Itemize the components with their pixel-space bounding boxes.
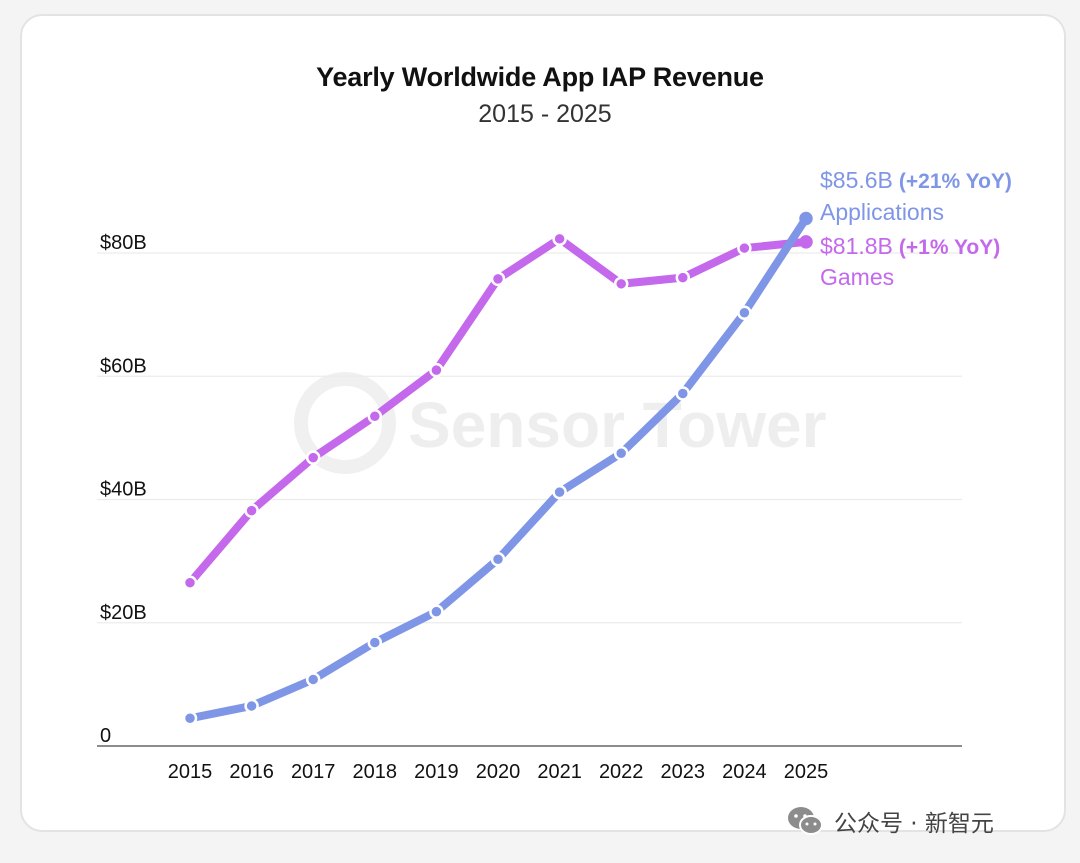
data-point-games [182, 575, 198, 590]
data-point-games [490, 271, 506, 287]
annotation-value-applications: $85.6B [820, 167, 893, 193]
data-point-applications [675, 386, 691, 401]
data-point-applications [429, 604, 444, 619]
x-tick-label: 2025 [784, 761, 829, 783]
grid [97, 252, 962, 624]
data-point-games [244, 503, 259, 518]
x-tick-label: 2021 [537, 761, 582, 783]
data-point-games [613, 276, 629, 292]
annotation-yoy-applications: (+21% YoY) [899, 170, 1012, 193]
data-point-games [367, 409, 383, 424]
annotation-yoy-games: (+1% YoY) [899, 236, 1000, 259]
annotation-value-games: $81.8B [820, 233, 893, 259]
y-tick-label: $20B [100, 602, 147, 624]
data-point-applications [613, 446, 629, 461]
data-point-games [429, 362, 444, 378]
data-point-applications [367, 635, 383, 650]
data-point-applications [737, 305, 752, 321]
x-tick-label: 2024 [722, 761, 767, 783]
data-point-applications [305, 672, 321, 687]
data-point-applications [244, 698, 259, 714]
data-point-games [675, 270, 691, 285]
y-tick-label: $60B [100, 355, 147, 377]
y-tick-label: $40B [100, 479, 147, 501]
series [182, 211, 813, 726]
y-tick-label: 0 [100, 725, 111, 747]
wechat-icon [788, 807, 823, 835]
footer-text: 公众号 · 新智元 [834, 811, 994, 837]
x-tick-label: 2022 [599, 761, 644, 783]
x-tick-label: 2015 [168, 761, 213, 783]
annotation-name-applications: Applications [820, 199, 944, 225]
x-tick-label: 2017 [291, 761, 336, 783]
watermark: Sensor Tower [294, 372, 826, 474]
annotations: $81.8B (+1% YoY)Games $85.6B (+21% YoY) Appl… [820, 167, 1012, 290]
annotation-games: $81.8B (+1% YoY) [820, 233, 1000, 259]
annotation-name-games: Games [820, 264, 894, 290]
data-point-applications [552, 484, 567, 500]
data-point-applications [799, 211, 813, 226]
x-tick-label: 2020 [476, 761, 521, 783]
data-point-applications [490, 552, 506, 567]
data-point-games [305, 450, 321, 465]
data-point-games [552, 231, 567, 247]
series-line-applications [186, 214, 810, 723]
chart-subtitle: 2015 - 2025 [478, 100, 612, 128]
axes: 0 $20B $40B $60B $80B 2015 2016 2017 2018 2019 202… [97, 232, 962, 783]
y-tick-label: $80B [100, 232, 147, 254]
footer-attribution: 公众号 · 新智元 [786, 801, 994, 841]
x-tick-label: 2019 [414, 761, 459, 783]
x-tick-label: 2023 [661, 761, 706, 783]
chart-title: Yearly Worldwide App IAP Revenue [316, 62, 764, 92]
annotation-applications: $85.6B (+21% YoY) [820, 167, 1012, 193]
x-tick-label: 2018 [353, 761, 398, 783]
data-point-games [799, 235, 813, 249]
watermark-logo-icon [294, 372, 396, 474]
chart-card [20, 14, 1066, 832]
x-tick-label: 2016 [229, 761, 274, 783]
data-point-applications [182, 711, 198, 726]
data-point-games [737, 240, 752, 256]
